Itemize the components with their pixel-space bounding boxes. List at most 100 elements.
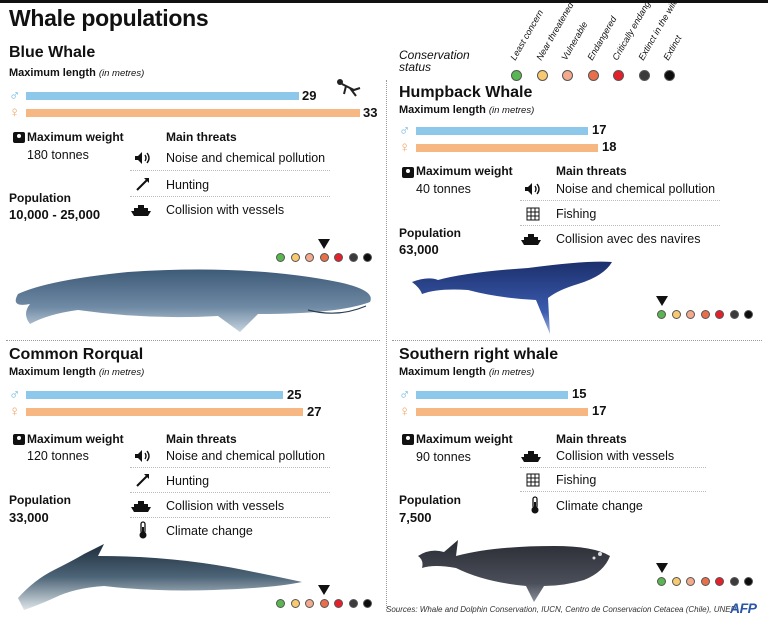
thermometer-icon — [132, 521, 154, 539]
status-arrow-icon — [655, 296, 668, 306]
rorqual-population-value: 33,000 — [9, 510, 49, 525]
status-dot — [715, 310, 724, 319]
rorqual-male-length: 25 — [287, 387, 302, 402]
humpback-name: Humpback Whale — [399, 84, 533, 101]
status-dot — [729, 577, 739, 586]
threat-divider — [130, 492, 330, 493]
rorqual-threat-4: Climate change — [166, 524, 253, 538]
noise-icon — [522, 181, 544, 197]
status-dot — [319, 599, 329, 608]
status-arrow-icon — [655, 563, 668, 573]
threat-divider — [520, 200, 720, 201]
status-dot — [700, 577, 710, 586]
threat-divider — [130, 467, 330, 468]
threat-divider — [520, 467, 706, 468]
threat-divider — [130, 196, 330, 197]
conservation-status-label: Conservation status — [399, 48, 470, 74]
blue-male-length: 29 — [302, 88, 317, 103]
vertical-divider — [386, 80, 387, 610]
humpback-male-bar — [416, 127, 588, 135]
status-dot — [305, 599, 314, 608]
legend-dot — [511, 70, 522, 81]
southern-name: Southern right whale — [399, 346, 559, 363]
status-dot — [671, 310, 681, 319]
legend-label: Extinct — [661, 33, 684, 62]
weight-icon — [397, 164, 419, 180]
threat-divider — [520, 225, 720, 226]
female-symbol: ♀ — [9, 403, 21, 420]
status-arrow-icon — [318, 239, 330, 249]
fishing-net-icon — [522, 472, 544, 488]
status-dot — [744, 577, 753, 586]
humpback-whale-illustration — [412, 261, 612, 334]
rorqual-threat-2: Hunting — [166, 474, 210, 488]
male-symbol: ♂ — [9, 386, 21, 403]
male-symbol: ♂ — [399, 122, 411, 139]
status-dot — [715, 577, 724, 586]
female-symbol: ♀ — [399, 403, 411, 420]
blue-female-bar — [26, 109, 360, 117]
rorqual-weight-label: Maximum weight — [27, 432, 124, 446]
thermometer-icon — [524, 496, 546, 514]
rorqual-whale-illustration — [18, 544, 302, 610]
status-dot — [700, 310, 710, 319]
status-dot — [319, 253, 329, 262]
status-dot — [363, 253, 372, 262]
rorqual-male-bar — [26, 391, 283, 399]
southern-female-bar — [416, 408, 588, 416]
status-dot — [729, 310, 739, 319]
ship-icon — [130, 202, 152, 218]
blue-threat-2: Hunting — [166, 178, 210, 192]
humpback-population-value: 63,000 — [399, 242, 439, 257]
status-dot — [348, 599, 358, 608]
status-dot — [290, 599, 300, 608]
southern-female-length: 17 — [592, 403, 607, 418]
southern-weight-value: 90 tonnes — [416, 450, 471, 464]
status-dot — [305, 253, 314, 262]
diver-icon — [337, 79, 361, 97]
divider-left — [6, 340, 380, 341]
humpback-threats-label: Main threats — [556, 164, 627, 178]
blue-population-label: Population — [9, 191, 71, 205]
rorqual-max-length-label: Maximum length (in metres) — [9, 366, 145, 378]
southern-population-value: 7,500 — [399, 510, 432, 525]
humpback-male-length: 17 — [592, 122, 607, 137]
humpback-weight-label: Maximum weight — [416, 164, 513, 178]
humpback-female-length: 18 — [602, 139, 617, 154]
humpback-threat-2: Fishing — [556, 207, 597, 221]
rorqual-threats-label: Main threats — [166, 432, 237, 446]
status-dot — [671, 577, 681, 586]
female-symbol: ♀ — [9, 104, 21, 121]
blue-threats-label: Main threats — [166, 130, 237, 144]
female-symbol: ♀ — [399, 139, 411, 156]
male-symbol: ♂ — [9, 87, 21, 104]
harpoon-icon — [132, 176, 154, 192]
legend-dot — [587, 70, 599, 81]
rorqual-name: Common Rorqual — [9, 346, 144, 363]
divider-right — [392, 340, 762, 341]
status-dot — [686, 577, 695, 586]
threat-divider — [130, 517, 330, 518]
rorqual-female-bar — [26, 408, 303, 416]
blue-weight-label: Maximum weight — [27, 130, 124, 144]
status-arrow-icon — [318, 585, 330, 595]
southern-right-whale-illustration — [418, 540, 610, 602]
blue-weight-value: 180 tonnes — [27, 148, 89, 162]
threat-divider — [130, 170, 330, 171]
harpoon-icon — [132, 472, 154, 488]
legend-dot — [562, 70, 573, 81]
noise-icon — [132, 448, 154, 464]
weight-icon — [8, 431, 30, 447]
ship-icon — [520, 448, 542, 464]
status-dot — [657, 577, 666, 586]
southern-male-bar — [416, 391, 568, 399]
southern-threat-3: Climate change — [556, 499, 643, 513]
noise-icon — [132, 150, 154, 166]
status-dot — [686, 310, 695, 319]
afp-logo: AFP — [730, 600, 757, 616]
humpback-threat-3: Collision avec des navires — [556, 232, 701, 246]
legend-dot — [638, 70, 650, 81]
humpback-threat-1: Noise and chemical pollution — [556, 182, 716, 196]
page-title: Whale populations — [9, 5, 209, 31]
humpback-female-bar — [416, 144, 598, 152]
